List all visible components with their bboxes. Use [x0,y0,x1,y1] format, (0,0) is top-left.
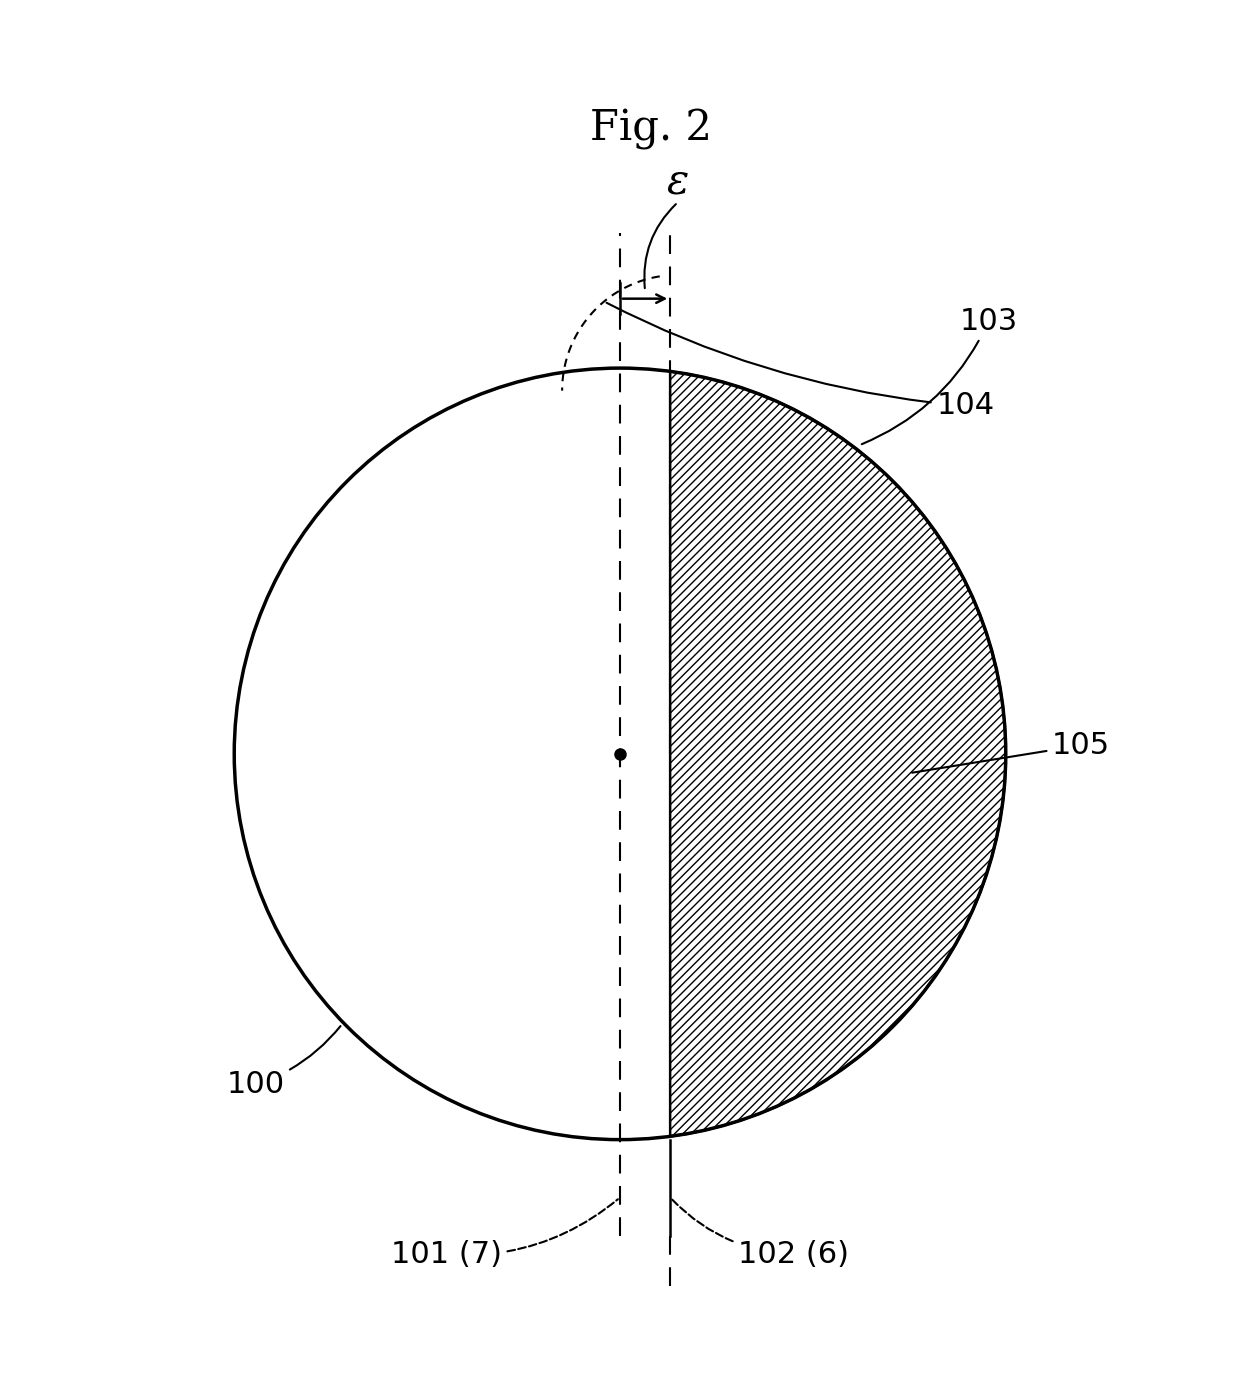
Polygon shape [670,372,1006,1136]
Text: 102 (6): 102 (6) [672,1200,849,1270]
Text: 100: 100 [227,1026,341,1100]
Text: 103: 103 [862,306,1018,444]
Text: ε: ε [667,160,689,202]
Text: 104: 104 [606,303,994,420]
Text: 101 (7): 101 (7) [391,1200,618,1270]
Text: 105: 105 [913,731,1110,773]
Text: Fig. 2: Fig. 2 [590,109,712,150]
